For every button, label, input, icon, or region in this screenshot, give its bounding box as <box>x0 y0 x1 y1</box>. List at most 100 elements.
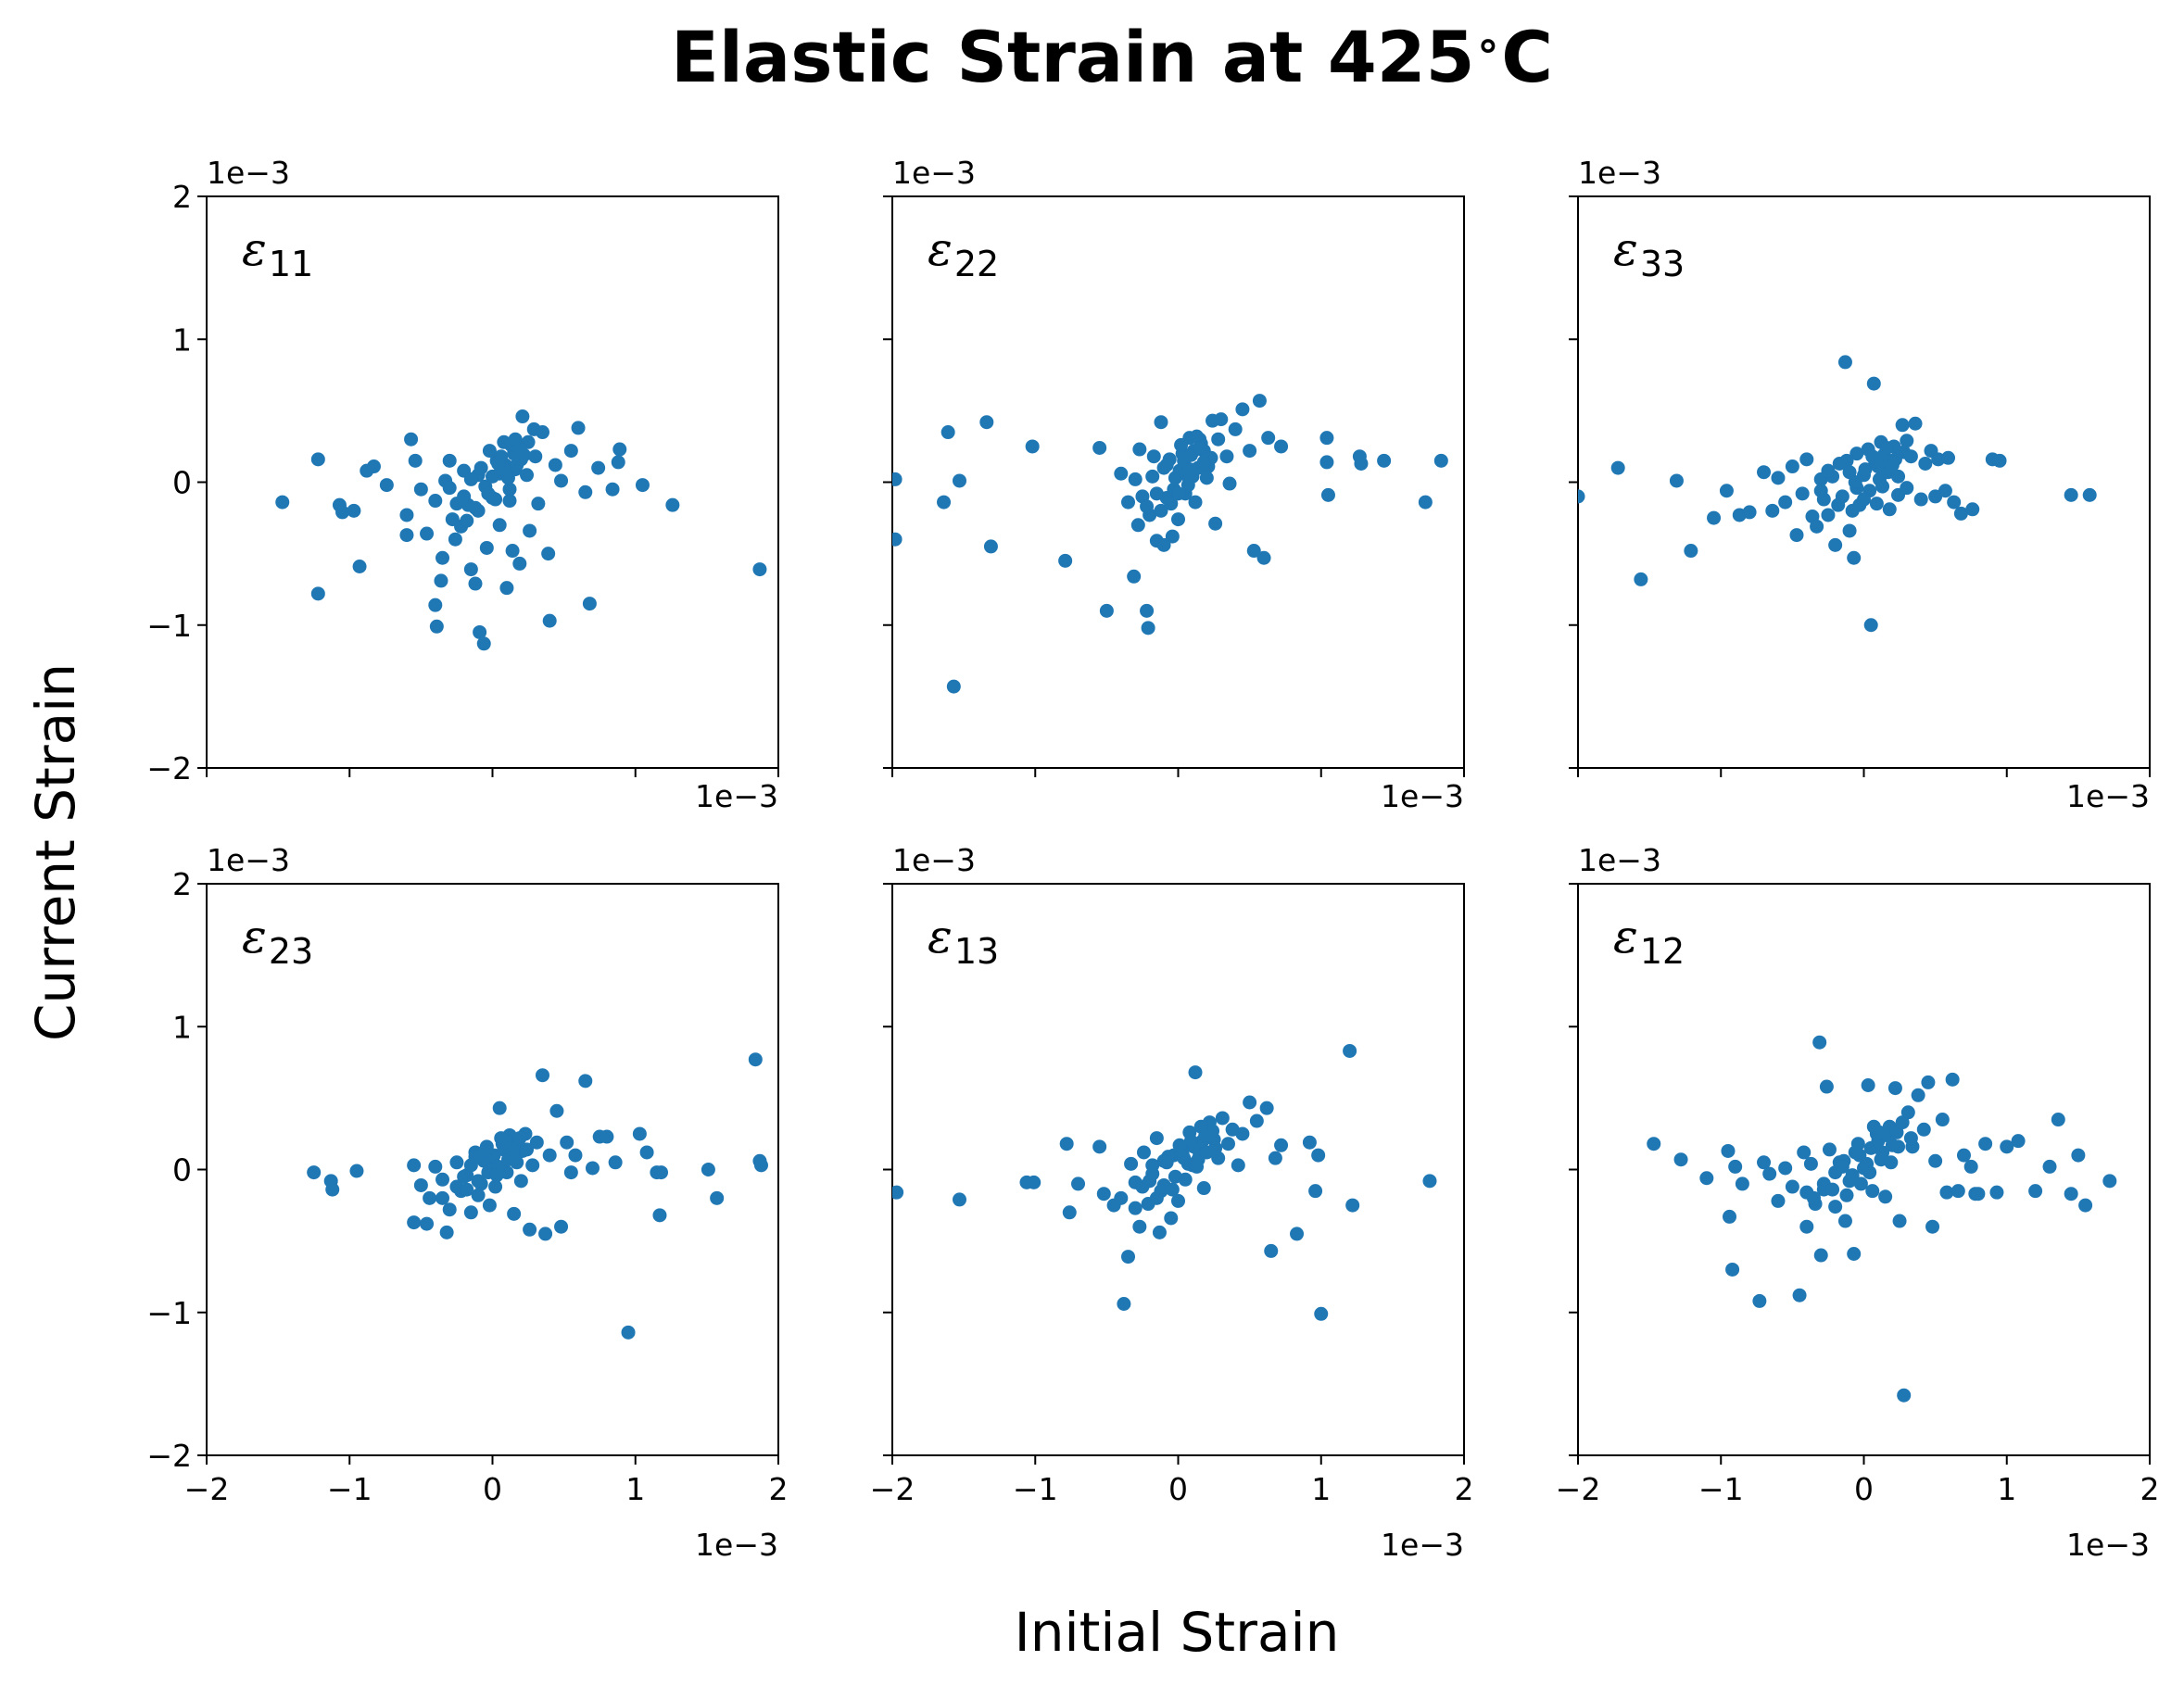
scatter-point <box>535 1068 549 1083</box>
scatter-point <box>1145 469 1160 484</box>
scatter-point <box>892 472 903 486</box>
scatter-point <box>523 1222 537 1237</box>
y-tick-label: 2 <box>172 179 192 215</box>
scatter-point <box>1925 1219 1940 1234</box>
scatter-point <box>1971 1187 1986 1202</box>
scatter-point <box>1669 473 1684 488</box>
scatter-point <box>520 1142 535 1157</box>
scatter-point <box>1757 465 1772 480</box>
scatter-point <box>2042 1159 2057 1174</box>
scatter-point <box>1866 376 1881 391</box>
scatter-point <box>1742 505 1757 520</box>
scatter-point <box>1871 459 1886 474</box>
scatter-point <box>366 459 381 474</box>
scatter-point <box>1145 1158 1160 1173</box>
scatter-point <box>1059 1137 1074 1151</box>
chart-title-suffix: C <box>1501 16 1553 98</box>
scatter-point <box>1290 1227 1305 1241</box>
scatter-point <box>1208 1140 1223 1155</box>
scatter-point <box>1274 1138 1289 1152</box>
scatter-point <box>753 1158 768 1173</box>
scatter-point <box>1634 572 1648 586</box>
scatter-point <box>1149 1190 1164 1205</box>
scatter-point <box>1610 460 1625 475</box>
scatter-point <box>1887 452 1902 467</box>
scatter-point <box>1913 492 1928 507</box>
scatter-point <box>1978 1137 1993 1151</box>
scatter-point <box>1941 450 1956 465</box>
scatter-point <box>1765 503 1780 518</box>
scatter-point <box>499 581 514 596</box>
subplot-0: −2 −1 0 1 2 1e−3 1e−3 ε11 <box>146 155 779 814</box>
scatter-point <box>502 482 517 497</box>
x-axis-label: Initial Strain <box>1015 1601 1340 1664</box>
scatter-point <box>516 447 531 462</box>
x-offset-text: 1e−3 <box>695 1527 778 1563</box>
scatter-point <box>1418 495 1433 510</box>
scatter-point <box>1735 1176 1749 1191</box>
scatter-point <box>449 497 464 511</box>
scatter-point <box>1228 422 1243 436</box>
scatter-point <box>1989 1185 2004 1200</box>
scatter-point <box>1259 1101 1274 1115</box>
scatter-point <box>1813 1248 1828 1263</box>
scatter-point <box>1848 475 1862 489</box>
scatter-point <box>428 598 443 612</box>
scatter-point <box>1433 453 1448 468</box>
scatter-point <box>528 449 543 464</box>
scatter-point <box>1274 439 1289 454</box>
y-tick-label: −2 <box>146 750 192 786</box>
scatter-point <box>436 1190 450 1205</box>
scatter-point <box>605 482 620 497</box>
scatter-point <box>494 1131 509 1146</box>
scatter-point <box>1849 447 1864 461</box>
scatter-point <box>1168 1169 1182 1184</box>
scatter-point <box>1789 528 1804 543</box>
scatter-point <box>1719 484 1734 498</box>
y-tick-label: −2 <box>146 1438 192 1474</box>
scatter-point <box>1799 452 1814 467</box>
scatter-point <box>434 573 448 588</box>
scatter-point <box>2071 1148 2086 1163</box>
scatter-point <box>1900 434 1914 448</box>
scatter-point <box>413 1177 428 1192</box>
scatter-point <box>1149 486 1164 501</box>
component-symbol: ε <box>1613 222 1638 276</box>
scatter-point <box>460 513 474 528</box>
scatter-point <box>1812 1035 1827 1050</box>
scatter-point <box>1857 492 1871 507</box>
scatter-point <box>541 547 556 561</box>
scatter-point <box>1865 1184 1880 1199</box>
scatter-point <box>1128 472 1142 486</box>
scatter-point <box>578 1074 593 1088</box>
scatter-point <box>1302 1135 1317 1150</box>
scatter-series <box>1578 355 2097 633</box>
scatter-point <box>1892 1214 1907 1228</box>
scatter-point <box>335 505 350 520</box>
scatter-point <box>554 473 569 488</box>
scatter-point <box>1963 1159 1978 1174</box>
scatter-point <box>1578 489 1585 504</box>
scatter-point <box>1911 1088 1925 1102</box>
component-subscript: 11 <box>269 244 313 284</box>
scatter-point <box>652 1208 667 1223</box>
scatter-point <box>549 1103 564 1118</box>
scatter-point <box>542 1148 557 1163</box>
scatter-point <box>1058 553 1073 568</box>
scatter-point <box>349 1164 364 1178</box>
scatter-point <box>1903 1131 1918 1146</box>
scatter-point <box>1127 569 1142 584</box>
scatter-point <box>1795 486 1810 501</box>
scatter-point <box>1847 550 1862 565</box>
scatter-point <box>1188 495 1203 510</box>
scatter-point <box>621 1325 636 1340</box>
scatter-point <box>1647 1137 1661 1151</box>
scatter-point <box>460 1182 474 1197</box>
scatter-point <box>1847 1247 1862 1262</box>
scatter-point <box>2064 487 2078 502</box>
x-tick-label: 2 <box>2140 1471 2160 1507</box>
scatter-point <box>563 1165 578 1180</box>
scatter-point <box>1900 481 1914 496</box>
scatter-point <box>1199 471 1214 485</box>
scatter-point <box>1117 1296 1131 1311</box>
